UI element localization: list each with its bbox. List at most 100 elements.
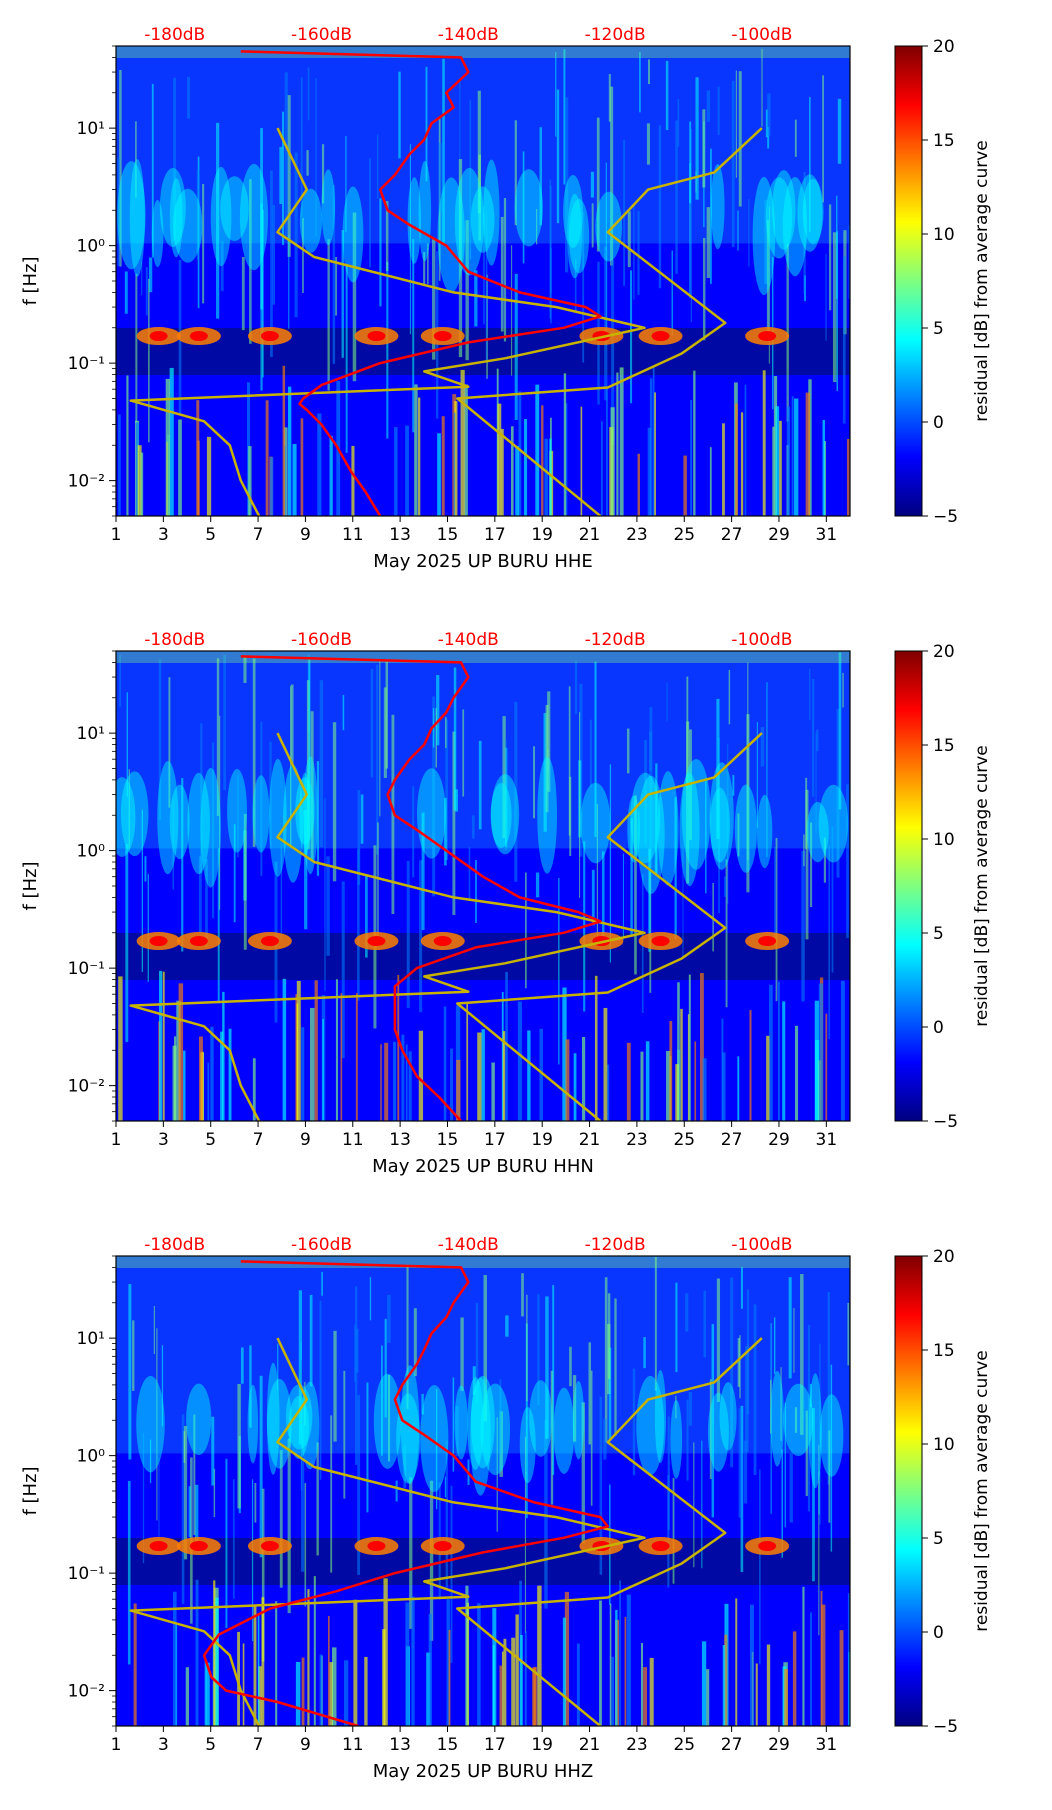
colorbar-tick-label: 10: [933, 225, 955, 245]
x-tick-label: 27: [721, 525, 743, 545]
median-psd-curve: [202, 1260, 610, 1726]
db-tick-label: -140dB: [438, 630, 499, 650]
x-tick-label: 29: [768, 1735, 790, 1755]
low-noise-model-curve: [129, 1337, 646, 1726]
median-psd-curve: [240, 50, 602, 516]
colorbar-tick-label: 5: [933, 924, 944, 944]
x-tick-label: 15: [437, 525, 459, 545]
y-tick-label: 10⁰: [77, 842, 106, 862]
x-tick-label: 5: [205, 1735, 216, 1755]
colorbar-tick-label: 15: [933, 1341, 955, 1361]
x-tick-label: 31: [816, 525, 838, 545]
x-tick-label: 25: [673, 1735, 695, 1755]
x-tick-label: 1: [111, 525, 122, 545]
colorbar-tick-label: 10: [933, 830, 955, 850]
colorbar-tick-label: 0: [933, 1623, 944, 1643]
x-axis-label: May 2025 UP BURU HHZ: [373, 1761, 594, 1782]
colorbar-tick-label: 20: [933, 37, 955, 57]
y-tick-label: 10⁻²: [68, 1682, 105, 1702]
x-tick-label: 19: [531, 1735, 553, 1755]
low-noise-model-curve: [129, 127, 646, 516]
x-tick-label: 21: [579, 1735, 601, 1755]
x-tick-label: 5: [205, 525, 216, 545]
y-tick-label: 10¹: [77, 119, 105, 139]
x-tick-label: 31: [816, 1130, 838, 1150]
x-tick-label: 3: [158, 1735, 169, 1755]
y-tick-label: 10⁰: [77, 1447, 106, 1467]
spectrogram-image: [116, 1256, 850, 1726]
colorbar-tick-label: 10: [933, 1435, 955, 1455]
colorbar-tick-label: 0: [933, 413, 944, 433]
x-tick-label: 27: [721, 1735, 743, 1755]
x-tick-label: 5: [205, 1130, 216, 1150]
x-axis-label: May 2025 UP BURU HHN: [372, 1156, 594, 1177]
colorbar-tick-label: 5: [933, 1529, 944, 1549]
db-tick-label: -160dB: [291, 25, 352, 45]
db-tick-label: -100dB: [731, 630, 792, 650]
colorbar-tick-label: 20: [933, 1247, 955, 1267]
median-psd-curve: [240, 655, 602, 1121]
x-tick-label: 7: [253, 1130, 264, 1150]
x-tick-label: 13: [389, 1130, 411, 1150]
x-tick-label: 9: [300, 1735, 311, 1755]
db-tick-label: -120dB: [585, 25, 646, 45]
db-tick-label: -160dB: [291, 630, 352, 650]
db-tick-label: -160dB: [291, 1235, 352, 1255]
x-tick-label: 15: [437, 1735, 459, 1755]
colorbar-tick-label: 15: [933, 131, 955, 151]
y-tick-label: 10⁻¹: [68, 959, 105, 979]
db-tick-label: -180dB: [144, 25, 205, 45]
y-tick-label: 10⁻²: [68, 1077, 105, 1097]
y-tick-label: 10¹: [77, 1329, 105, 1349]
x-tick-label: 9: [300, 525, 311, 545]
x-tick-label: 1: [111, 1130, 122, 1150]
x-tick-label: 25: [673, 1130, 695, 1150]
colorbar-label: residual [dB] from average curve: [972, 1350, 992, 1631]
x-tick-label: 13: [389, 525, 411, 545]
y-tick-label: 10⁻²: [68, 472, 105, 492]
colorbar-label: residual [dB] from average curve: [972, 140, 992, 421]
y-axis-label: f [Hz]: [20, 861, 41, 910]
x-tick-label: 29: [768, 1130, 790, 1150]
db-tick-label: -180dB: [144, 630, 205, 650]
x-tick-label: 17: [484, 1735, 506, 1755]
x-tick-label: 17: [484, 1130, 506, 1150]
x-tick-label: 21: [579, 525, 601, 545]
x-tick-label: 23: [626, 1735, 648, 1755]
x-tick-label: 11: [342, 1735, 364, 1755]
colorbar-gradient: [894, 1255, 923, 1727]
colorbar-tick-label: −5: [933, 507, 958, 527]
high-noise-model-curve: [456, 732, 763, 1121]
x-tick-label: 29: [768, 525, 790, 545]
x-tick-label: 19: [531, 1130, 553, 1150]
y-tick-label: 10⁻¹: [68, 1564, 105, 1584]
colorbar: 20 15 10 5 0 −5 residual [dB] from average cur…: [894, 642, 992, 1132]
db-tick-label: -140dB: [438, 25, 499, 45]
x-tick-label: 23: [626, 1130, 648, 1150]
db-tick-label: -180dB: [144, 1235, 205, 1255]
x-tick-label: 31: [816, 1735, 838, 1755]
x-tick-label: 15: [437, 1130, 459, 1150]
y-axis-label: f [Hz]: [20, 256, 41, 305]
db-tick-label: -100dB: [731, 25, 792, 45]
x-tick-label: 27: [721, 1130, 743, 1150]
colorbar-label: residual [dB] from average curve: [972, 745, 992, 1026]
y-tick-label: 10⁻¹: [68, 354, 105, 374]
colorbar: 20 15 10 5 0 −5 residual [dB] from average cur…: [894, 1247, 992, 1737]
colorbar-tick-label: −5: [933, 1112, 958, 1132]
x-tick-label: 9: [300, 1130, 311, 1150]
db-tick-label: -100dB: [731, 1235, 792, 1255]
x-tick-label: 21: [579, 1130, 601, 1150]
y-tick-label: 10¹: [77, 724, 105, 744]
y-axis-label: f [Hz]: [20, 1466, 41, 1515]
db-tick-label: -120dB: [585, 630, 646, 650]
x-tick-label: 17: [484, 525, 506, 545]
y-tick-label: 10⁰: [77, 237, 106, 257]
high-noise-model-curve: [456, 127, 763, 516]
colorbar-tick-label: 15: [933, 736, 955, 756]
spectrogram-image: [116, 46, 850, 516]
